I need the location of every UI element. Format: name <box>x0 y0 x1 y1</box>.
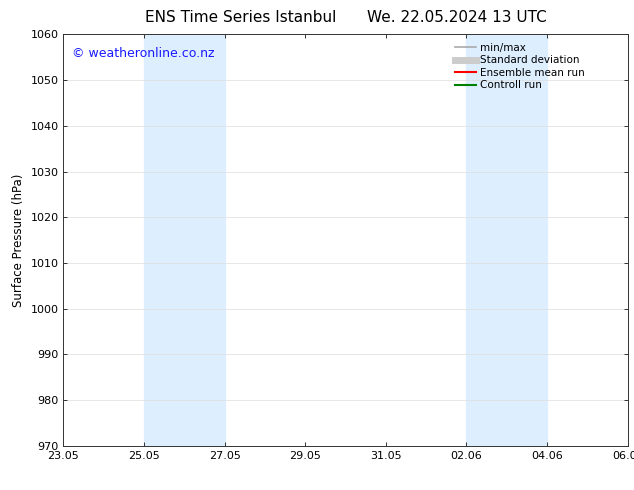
Bar <box>144 34 224 446</box>
Bar <box>467 34 547 446</box>
Text: © weatheronline.co.nz: © weatheronline.co.nz <box>72 47 214 60</box>
Y-axis label: Surface Pressure (hPa): Surface Pressure (hPa) <box>12 173 25 307</box>
Text: We. 22.05.2024 13 UTC: We. 22.05.2024 13 UTC <box>366 10 547 25</box>
Text: ENS Time Series Istanbul: ENS Time Series Istanbul <box>145 10 337 25</box>
Legend: min/max, Standard deviation, Ensemble mean run, Controll run: min/max, Standard deviation, Ensemble me… <box>452 40 588 94</box>
